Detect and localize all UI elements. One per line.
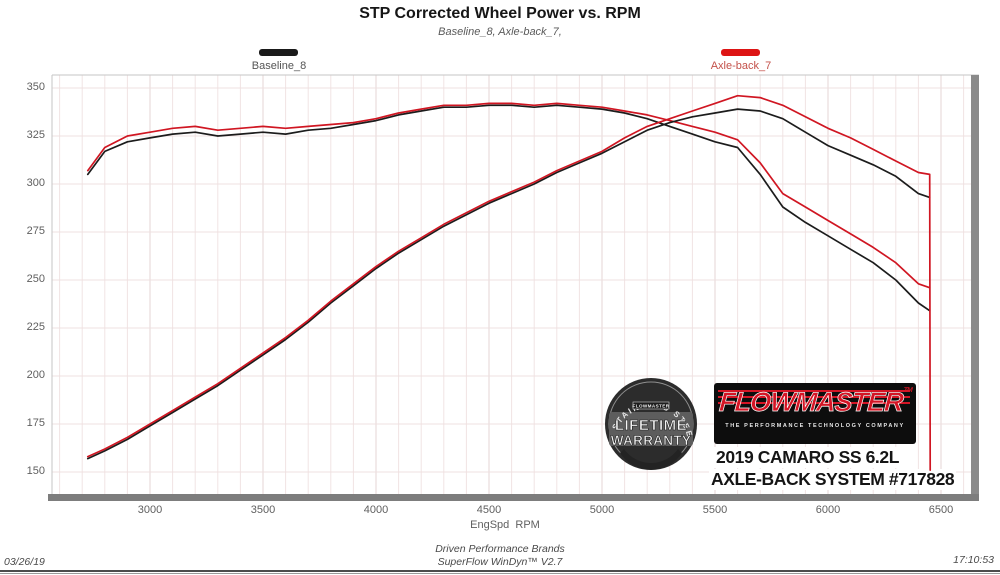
x-tick-4000: 4000 (363, 504, 389, 516)
vehicle-title: 2019 CAMARO SS 6.2L (714, 447, 902, 468)
baseline-legend-swatch (259, 49, 298, 56)
curve-baseline-8-torque (86, 104, 931, 312)
x-tick-3000: 3000 (137, 504, 163, 516)
run-time: 17:10:53 (953, 554, 994, 566)
axleback-legend-swatch (721, 49, 760, 56)
x-tick-6500: 6500 (928, 504, 954, 516)
footer-software-line: SuperFlow WinDyn™ V2.7 (437, 556, 563, 568)
x-tick-4500: 4500 (476, 504, 502, 516)
flowmaster-logo: FLOWMASTERTM THE PERFORMANCE TECHNOLOGY … (714, 383, 916, 444)
y-tick-150: 150 (26, 465, 45, 477)
badge-line2: WARRANTY (611, 433, 691, 448)
x-axis-label: EngSpd RPM (470, 519, 540, 531)
x-tick-3500: 3500 (250, 504, 276, 516)
page-title: STP Corrected Wheel Power vs. RPM (359, 5, 641, 22)
y-tick-325: 325 (26, 129, 45, 141)
y-tick-275: 275 (26, 225, 45, 237)
baseline-legend-label: Baseline_8 (251, 60, 307, 72)
bottom-divider (0, 570, 1000, 572)
y-tick-225: 225 (26, 321, 45, 333)
run-date: 03/26/19 (4, 556, 45, 568)
chart-subtitle: Baseline_8, Axle-back_7, (438, 26, 562, 38)
y-tick-300: 300 (26, 177, 45, 189)
logo-tm-mark: TM (903, 387, 912, 394)
footer-brand-line: Driven Performance Brands (435, 543, 565, 555)
x-tick-5000: 5000 (589, 504, 615, 516)
badge-brand-text: FLOWMASTER (633, 404, 670, 409)
x-tick-5500: 5500 (702, 504, 728, 516)
plot-border-right (971, 75, 979, 501)
y-tick-250: 250 (26, 273, 45, 285)
y-tick-350: 350 (26, 81, 45, 93)
y-tick-175: 175 (26, 417, 45, 429)
badge-line1: LIFETIME (615, 417, 687, 434)
y-tick-200: 200 (26, 369, 45, 381)
x-axis-bar (48, 494, 979, 501)
bottom-divider-shadow (0, 573, 1000, 574)
lifetime-warranty-badge: STAINLESS STEEL FLOWMASTER LIFETIME WARR… (600, 376, 697, 470)
curve-axle-back-7-torque (86, 102, 931, 289)
system-part-number: AXLE-BACK SYSTEM #717828 (709, 469, 957, 490)
axleback-legend-label: Axle-back_7 (710, 60, 772, 72)
logo-tagline: THE PERFORMANCE TECHNOLOGY COMPANY (725, 423, 905, 429)
logo-word-text: FLOWMASTER (718, 387, 904, 418)
logo-wordmark: FLOWMASTERTM (714, 387, 916, 418)
x-tick-6000: 6000 (815, 504, 841, 516)
